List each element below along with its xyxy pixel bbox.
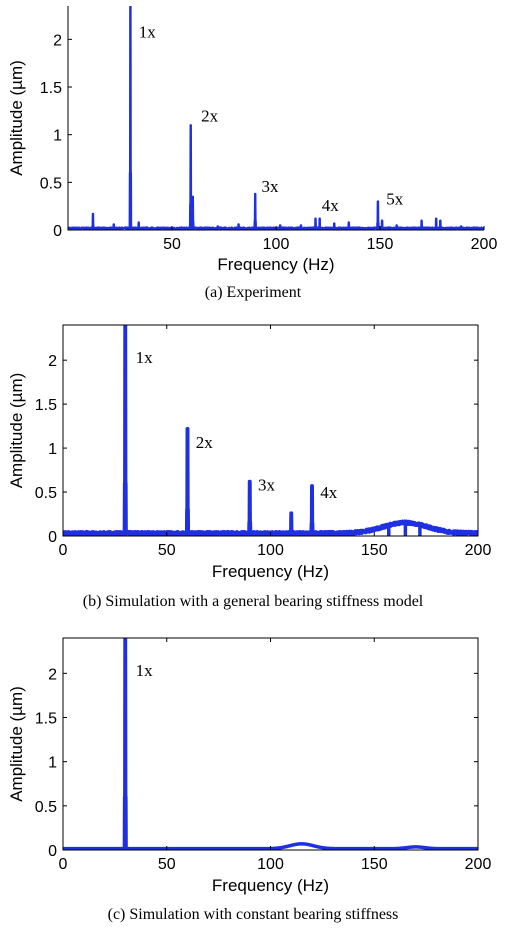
y-tick-label: 1.5 [40, 80, 62, 97]
y-tick-label: 0.5 [40, 175, 62, 192]
peak-annotation-5: 5x [386, 189, 404, 208]
peak-annotation-3: 3x [258, 475, 276, 494]
y-axis-label: Amplitude (µm) [7, 60, 26, 176]
y-tick-label: 2 [48, 666, 57, 683]
x-tick-label: 0 [59, 542, 68, 559]
peak-annotation-1: 1x [136, 661, 154, 680]
y-tick-label: 0 [48, 529, 57, 546]
y-tick-label: 1 [48, 441, 57, 458]
figure-caption: (c) Simulation with constant bearing sti… [108, 906, 399, 923]
peak-annotation-4: 4x [322, 196, 340, 215]
figure-caption: (b) Simulation with a general bearing st… [83, 593, 424, 610]
y-tick-label: 0 [48, 843, 57, 860]
peak-annotation-1: 1x [139, 22, 157, 41]
y-tick-label: 2 [48, 353, 57, 370]
x-axis-label: Frequency (Hz) [217, 255, 334, 274]
x-tick-label: 0 [59, 856, 68, 873]
y-tick-label: 1.5 [35, 397, 57, 414]
x-tick-label: 50 [163, 236, 181, 253]
peak-annotation-4: 4x [320, 483, 338, 502]
x-tick-label: 200 [471, 236, 498, 253]
y-tick-label: 1.5 [35, 711, 57, 728]
chart-panel-1: 50 100 150 200 0 0.5 1 1.5 2 1x 2x 3x 4x 5x Frequency … [7, 6, 498, 301]
x-tick-label: 150 [367, 236, 394, 253]
y-tick-label: 0.5 [35, 485, 57, 502]
chart-panel-3: 0 50 100 150 200 0 0.5 1 1.5 2 1x Frequency (Hz) Amp… [7, 637, 492, 923]
x-tick-label: 100 [257, 856, 284, 873]
y-tick-label: 0.5 [35, 799, 57, 816]
peak-annotation-2: 2x [201, 106, 219, 125]
y-axis-label: Amplitude (µm) [7, 373, 26, 489]
chart-panel-2: 0 50 100 150 200 0 0.5 1 1.5 2 1x 2x 3x 4x Frequency (… [7, 324, 492, 610]
y-tick-label: 1 [48, 755, 57, 772]
x-axis-label: Frequency (Hz) [212, 562, 329, 581]
figure-caption: (a) Experiment [205, 284, 302, 301]
y-tick-label: 1 [53, 128, 62, 145]
x-axis-label: Frequency (Hz) [212, 876, 329, 895]
x-tick-label: 50 [158, 856, 176, 873]
x-tick-label: 150 [361, 856, 388, 873]
x-tick-label: 200 [465, 542, 492, 559]
x-tick-label: 50 [158, 542, 176, 559]
x-tick-label: 100 [263, 236, 290, 253]
peak-annotation-1: 1x [136, 348, 154, 367]
peak-annotation-3: 3x [261, 177, 279, 196]
x-tick-label: 150 [361, 542, 388, 559]
y-tick-label: 0 [53, 223, 62, 240]
y-axis-label: Amplitude (µm) [7, 686, 26, 802]
peak-annotation-2: 2x [196, 433, 214, 452]
x-tick-label: 200 [465, 856, 492, 873]
x-tick-label: 100 [257, 542, 284, 559]
y-tick-label: 2 [53, 32, 62, 49]
